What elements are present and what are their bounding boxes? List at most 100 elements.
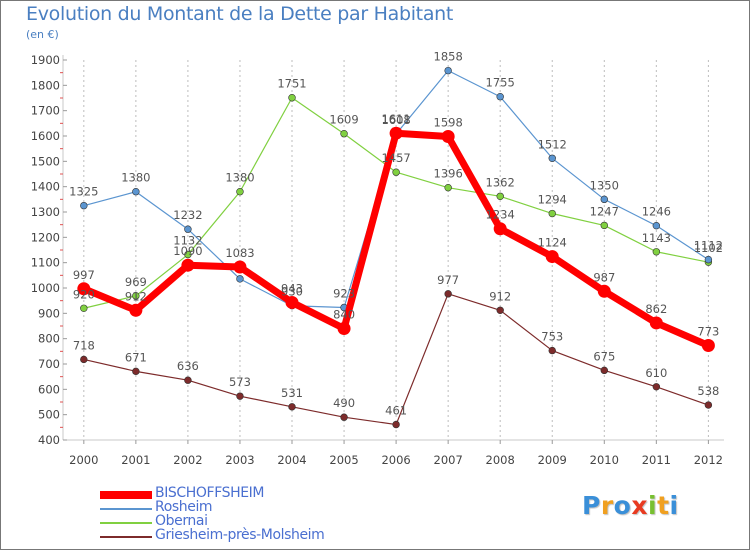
data-point	[132, 292, 140, 300]
chart-subtitle: (en €)	[26, 28, 59, 41]
data-label: 1512	[538, 137, 567, 151]
y-tick-label: 1900	[31, 53, 60, 67]
data-label: 538	[697, 384, 719, 398]
y-tick-label: 1500	[31, 154, 60, 168]
data-label: 1362	[486, 175, 515, 189]
y-tick-label: 800	[38, 332, 60, 346]
y-tick-label: 1800	[31, 78, 60, 92]
data-point	[233, 260, 247, 274]
data-point	[340, 130, 348, 138]
data-label: 1380	[121, 171, 150, 185]
data-point	[652, 248, 661, 256]
data-label: 1124	[538, 236, 567, 250]
data-label: 531	[281, 386, 303, 400]
x-tick-label: 2005	[329, 453, 358, 467]
data-point	[392, 168, 400, 176]
x-tick-label: 2001	[121, 453, 150, 467]
data-point	[129, 303, 143, 317]
data-label: 920	[73, 287, 95, 301]
y-tick-label: 1600	[31, 129, 60, 143]
data-point	[340, 413, 348, 421]
data-label: 1858	[434, 50, 463, 64]
data-point	[444, 66, 452, 75]
y-tick-label: 500	[38, 408, 60, 422]
data-point	[444, 183, 452, 192]
data-point	[652, 221, 661, 230]
data-point	[649, 316, 663, 330]
data-point	[600, 366, 608, 375]
data-point	[392, 420, 400, 429]
data-point	[132, 188, 140, 196]
data-point	[548, 154, 556, 162]
data-label: 1247	[590, 204, 619, 218]
data-point	[236, 392, 244, 400]
legend-label: Obernai	[155, 513, 208, 529]
legend-label: Griesheim-près-Molsheim	[155, 527, 325, 543]
y-tick-label: 700	[38, 357, 60, 371]
data-label: 773	[697, 325, 719, 339]
data-label: 1102	[694, 241, 723, 255]
y-tick-label: 1700	[31, 104, 60, 118]
data-label: 1396	[434, 167, 463, 181]
data-label: 573	[229, 375, 251, 389]
data-point	[184, 225, 192, 233]
data-point	[545, 250, 559, 264]
data-point	[132, 367, 140, 376]
data-label: 840	[333, 308, 355, 322]
data-point	[597, 284, 611, 298]
x-tick-label: 2011	[642, 453, 671, 467]
data-point	[288, 94, 296, 102]
logo-letter: i	[648, 491, 658, 520]
data-label: 1132	[173, 234, 202, 248]
data-label: 930	[281, 285, 303, 299]
data-label: 1090	[173, 244, 202, 258]
data-label: 1232	[173, 208, 202, 222]
data-point	[184, 250, 192, 259]
data-point	[77, 282, 91, 296]
data-label: 461	[385, 404, 407, 418]
data-point	[80, 304, 88, 312]
legend-swatch	[100, 508, 152, 510]
logo-letter: t	[657, 491, 670, 520]
data-point	[600, 221, 608, 230]
proxiti-logo: Proxiti	[582, 491, 679, 520]
data-label: 1380	[225, 171, 254, 185]
logo-letter: r	[600, 491, 614, 520]
data-point	[548, 209, 556, 218]
data-point	[80, 201, 88, 210]
legend-label: BISCHOFFSHEIM	[155, 485, 265, 501]
data-label: 943	[281, 281, 303, 295]
data-label: 1083	[225, 246, 254, 260]
data-label: 997	[73, 268, 95, 282]
data-label: 912	[125, 289, 147, 303]
legend-swatch	[100, 536, 152, 538]
data-label: 969	[125, 275, 147, 289]
x-tick-label: 2004	[277, 453, 306, 467]
data-label: 1751	[277, 77, 306, 91]
data-label: 1234	[486, 208, 515, 222]
data-label: 753	[541, 330, 563, 344]
axes: 400 500 600 700 800 900 1000 1100 1200 1300 1400 15…	[31, 53, 724, 467]
data-point	[548, 346, 556, 355]
data-point	[701, 339, 715, 353]
grid-lines	[83, 60, 709, 440]
data-label: 923	[333, 287, 355, 301]
logo-letter: P	[582, 491, 601, 520]
x-tick-label: 2008	[486, 453, 515, 467]
y-tick-label: 400	[38, 433, 60, 447]
data-point	[236, 188, 244, 196]
data-point	[285, 295, 299, 309]
data-point	[600, 195, 608, 204]
logo-letter: x	[631, 491, 648, 520]
data-label: 862	[645, 302, 667, 316]
x-tick-label: 2003	[225, 453, 254, 467]
data-label: 987	[593, 270, 615, 284]
data-point	[236, 275, 244, 283]
logo-letter: o	[613, 491, 632, 520]
y-tick-label: 600	[38, 382, 60, 396]
data-point	[496, 93, 504, 101]
data-label: 1608	[381, 113, 410, 127]
data-label: 1246	[642, 205, 671, 219]
